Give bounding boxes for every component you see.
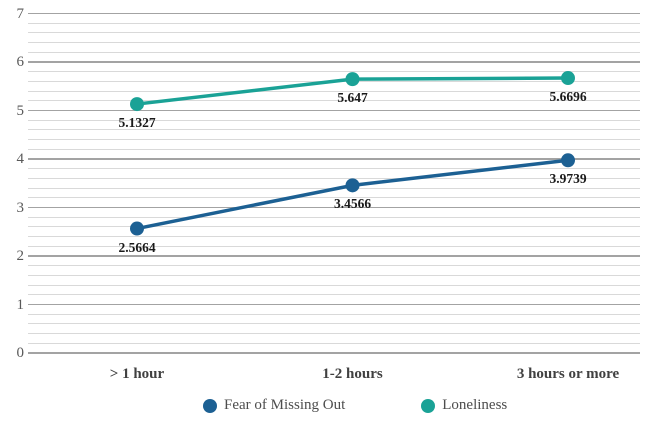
data-label-fear-of-missing-out-3-hours-or-more: 3.9739 [549,171,587,187]
minor-gridline [28,100,640,102]
data-label-fear-of-missing-out-1-2-hours: 3.4566 [333,196,372,212]
y-axis-label-5: 5 [16,102,25,119]
chart-legend: Fear of Missing Out Loneliness [203,397,507,414]
major-gridline [28,12,640,15]
minor-gridline [28,323,640,325]
minor-gridline [28,236,640,238]
minor-gridline [28,139,640,141]
minor-gridline [28,197,640,199]
y-axis-label-4: 4 [16,151,25,167]
minor-gridline [28,342,640,344]
minor-gridline [28,284,640,286]
minor-gridline [28,265,640,267]
series-line-fear-of-missing-out [135,158,570,231]
x-axis-label-1-hour: > 1 hour [109,366,165,382]
minor-gridline [28,177,640,179]
y-axis-label-0: 0 [16,345,25,361]
data-label-loneliness-1-2-hours: 5.647 [337,90,368,106]
minor-gridline [28,333,640,335]
minor-gridline [28,71,640,73]
legend-marker-icon [203,398,217,413]
minor-gridline [28,90,640,92]
data-point-loneliness-1-2-hours [345,72,360,87]
legend-label: Loneliness [442,397,508,413]
minor-gridline [28,22,640,24]
x-axis-label-1-2-hours: 1-2 hours [322,366,383,382]
x-axis-label-3-hours-or-more: 3 hours or more [516,366,620,382]
data-label-loneliness-3-hours-or-more: 5.6696 [549,89,587,105]
legend-marker-icon [421,398,436,413]
data-point-loneliness-1-hour [130,97,144,112]
data-label-loneliness-1-hour: 5.1327 [118,115,156,131]
major-gridline [28,352,640,354]
y-axis-label-7: 7 [16,5,25,22]
legend-item-fear-of-missing-out: Fear of Missing Out [203,397,345,414]
major-gridline [28,61,640,63]
y-axis-label-1: 1 [16,296,25,313]
minor-gridline [28,148,640,150]
minor-gridline [28,313,640,315]
y-axis-label-2: 2 [16,248,25,264]
major-gridline [28,206,640,209]
major-gridline [28,255,640,257]
minor-gridline [28,51,640,53]
data-point-fear-of-missing-out-1-2-hours [345,178,360,193]
data-point-fear-of-missing-out-3-hours-or-more [561,153,575,168]
major-gridline [28,303,640,306]
y-axis-label-6: 6 [16,54,25,70]
legend-item-loneliness: Loneliness [421,397,507,414]
minor-gridline [28,245,640,247]
minor-gridline [28,216,640,218]
minor-gridline [28,129,640,131]
minor-gridline [28,226,640,228]
minor-gridline [28,168,640,170]
data-point-fear-of-missing-out-1-hour [130,221,144,236]
minor-gridline [28,294,640,296]
legend-label: Fear of Missing Out [224,397,346,413]
minor-gridline [28,32,640,34]
minor-gridline [28,42,640,44]
major-gridline [28,158,640,160]
minor-gridline [28,274,640,276]
data-label-fear-of-missing-out-1-hour: 2.5664 [118,239,156,255]
minor-gridline [28,119,640,121]
major-gridline [28,109,640,112]
y-axis-label-3: 3 [16,199,25,216]
data-point-loneliness-3-hours-or-more [561,71,575,86]
